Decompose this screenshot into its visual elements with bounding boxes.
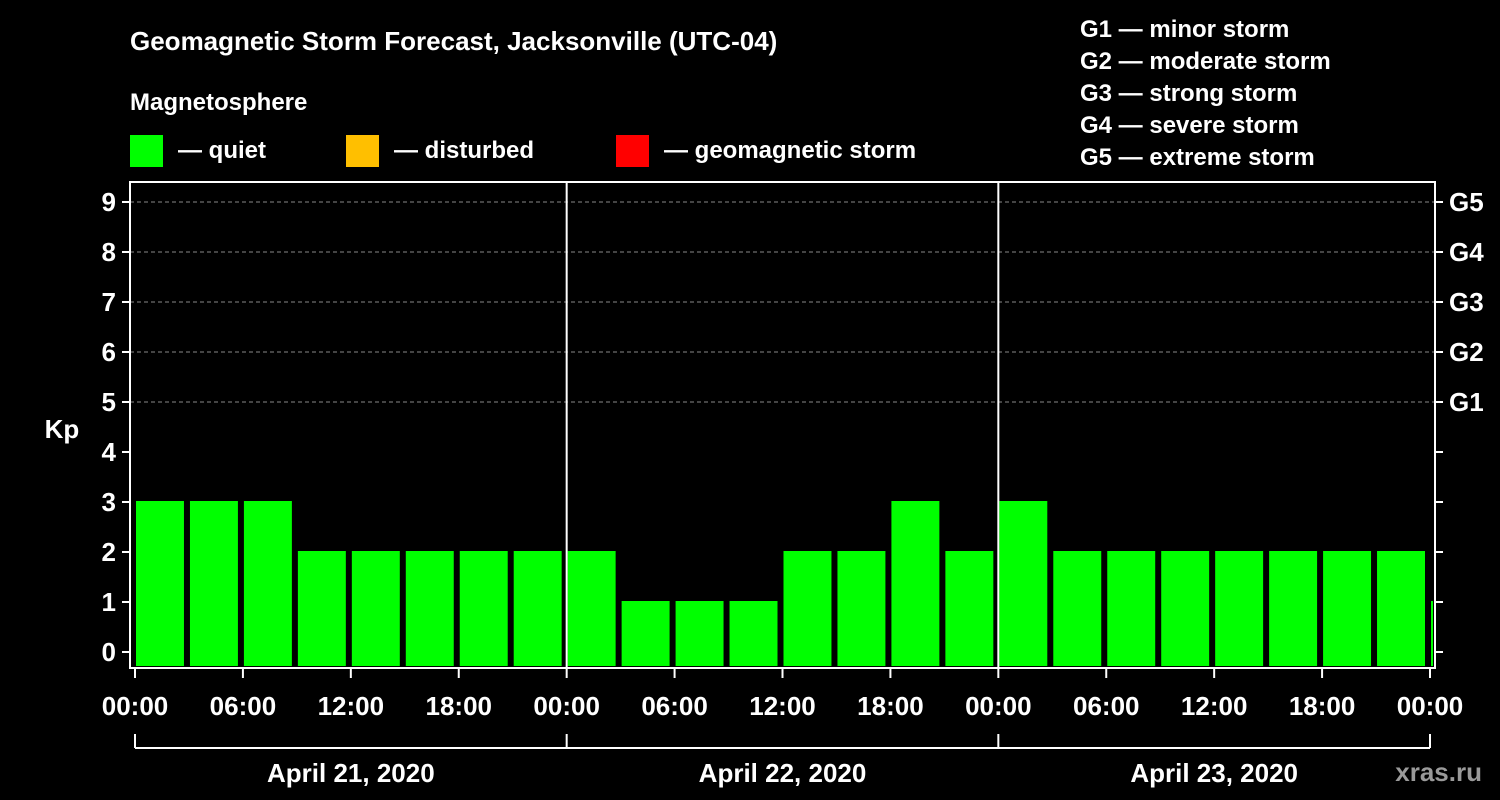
grid-lines bbox=[130, 201, 1435, 403]
legend-swatch-disturbed bbox=[346, 135, 379, 167]
x-tick-label-3: 18:00 bbox=[426, 691, 493, 721]
bar-8 bbox=[567, 551, 616, 666]
bar-10 bbox=[675, 601, 724, 666]
bar-14 bbox=[891, 501, 940, 666]
storm-scale-g5: G5 — extreme storm bbox=[1080, 144, 1315, 171]
storm-scale-g1: G1 — minor storm bbox=[1080, 16, 1289, 43]
y-tick-label-3: 3 bbox=[102, 487, 116, 517]
y-tick-label-2: 2 bbox=[102, 537, 116, 567]
x-tick-label-9: 06:00 bbox=[1073, 691, 1140, 721]
x-tick-label-0: 00:00 bbox=[102, 691, 169, 721]
storm-scale-g3: G3 — strong storm bbox=[1080, 80, 1297, 107]
legend-swatch-quiet bbox=[130, 135, 163, 167]
y-tick-label-5: 5 bbox=[102, 387, 116, 417]
legend: — quiet — disturbed — geomagnetic storm bbox=[130, 135, 916, 167]
right-tick-label-g2: G2 bbox=[1449, 337, 1484, 367]
legend-swatch-storm bbox=[616, 135, 649, 167]
x-tick-label-10: 12:00 bbox=[1181, 691, 1248, 721]
right-tick-label-g1: G1 bbox=[1449, 387, 1484, 417]
bar-22 bbox=[1323, 551, 1372, 666]
legend-label-quiet: — quiet bbox=[178, 137, 266, 164]
x-tick-label-12: 00:00 bbox=[1397, 691, 1464, 721]
y-tick-label-7: 7 bbox=[102, 287, 116, 317]
legend-label-disturbed: — disturbed bbox=[394, 137, 534, 164]
right-tick-label-g3: G3 bbox=[1449, 287, 1484, 317]
x-tick-label-4: 00:00 bbox=[533, 691, 600, 721]
day-label-1: April 22, 2020 bbox=[699, 758, 867, 788]
y-tick-label-6: 6 bbox=[102, 337, 116, 367]
bar-13 bbox=[837, 551, 886, 666]
bar-9 bbox=[621, 601, 670, 666]
y-tick-label-9: 9 bbox=[102, 187, 116, 217]
bar-24 bbox=[1431, 601, 1433, 666]
legend-label-storm: — geomagnetic storm bbox=[664, 137, 916, 164]
bar-23 bbox=[1377, 551, 1425, 666]
chart-subtitle: Magnetosphere bbox=[130, 89, 307, 116]
bar-19 bbox=[1161, 551, 1210, 666]
chart-title: Geomagnetic Storm Forecast, Jacksonville… bbox=[130, 26, 777, 56]
storm-scale-g4: G4 — severe storm bbox=[1080, 112, 1299, 139]
bar-5 bbox=[405, 551, 454, 666]
right-tick-label-g4: G4 bbox=[1449, 237, 1484, 267]
y-tick-label-4: 4 bbox=[102, 437, 117, 467]
watermark: xras.ru bbox=[1395, 757, 1482, 787]
bar-3 bbox=[297, 551, 346, 666]
bar-15 bbox=[945, 551, 994, 666]
bar-11 bbox=[729, 601, 778, 666]
y-tick-label-0: 0 bbox=[102, 637, 116, 667]
day-label-2: April 23, 2020 bbox=[1130, 758, 1298, 788]
y-axis-label: Kp bbox=[45, 414, 80, 444]
bar-20 bbox=[1215, 551, 1264, 666]
bar-16 bbox=[999, 501, 1048, 666]
x-tick-label-2: 12:00 bbox=[318, 691, 385, 721]
y-tick-label-8: 8 bbox=[102, 237, 116, 267]
day-labels: April 21, 2020 April 22, 2020 April 23, 20… bbox=[134, 734, 1431, 788]
x-tick-label-7: 18:00 bbox=[857, 691, 924, 721]
storm-scale-legend: G1 — minor storm G2 — moderate storm G3 … bbox=[1080, 16, 1331, 171]
bar-21 bbox=[1269, 551, 1318, 666]
bar-7 bbox=[513, 551, 562, 666]
axes: 0 1 2 3 4 5 6 7 8 9 G1 G2 G3 G4 G5 00:00 06:00 12:00 18:00… bbox=[102, 181, 1484, 721]
right-tick-label-g5: G5 bbox=[1449, 187, 1484, 217]
bars bbox=[136, 501, 1433, 666]
storm-scale-g2: G2 — moderate storm bbox=[1080, 48, 1331, 75]
x-tick-label-6: 12:00 bbox=[749, 691, 816, 721]
bar-18 bbox=[1107, 551, 1156, 666]
bar-17 bbox=[1053, 551, 1102, 666]
bar-4 bbox=[351, 551, 400, 666]
y-tick-label-1: 1 bbox=[102, 587, 116, 617]
bar-1 bbox=[189, 501, 238, 666]
x-tick-label-5: 06:00 bbox=[641, 691, 708, 721]
bar-2 bbox=[243, 501, 292, 666]
x-tick-label-11: 18:00 bbox=[1289, 691, 1356, 721]
bar-0 bbox=[136, 501, 184, 666]
bar-6 bbox=[459, 551, 508, 666]
bar-12 bbox=[783, 551, 832, 666]
x-tick-label-1: 06:00 bbox=[210, 691, 277, 721]
day-label-0: April 21, 2020 bbox=[267, 758, 435, 788]
x-tick-label-8: 00:00 bbox=[965, 691, 1032, 721]
